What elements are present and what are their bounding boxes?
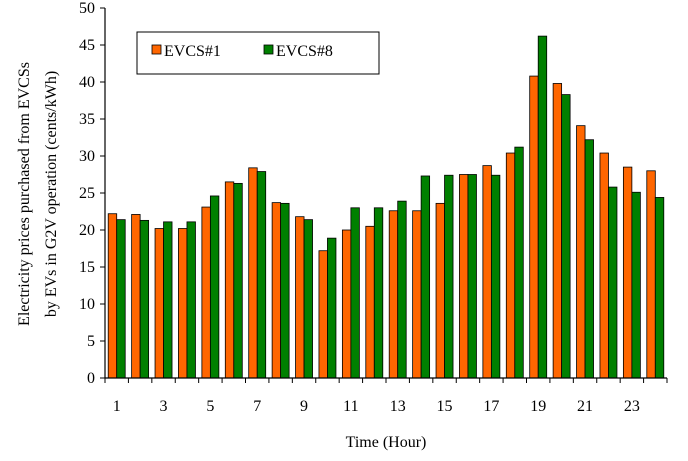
bar-evcs8-hour-7 — [257, 172, 266, 378]
y-tick-label: 50 — [79, 0, 95, 17]
bar-evcs1-hour-1 — [108, 214, 117, 378]
y-tick-label: 15 — [79, 259, 95, 276]
bar-evcs1-hour-2 — [132, 214, 141, 378]
x-tick-label: 11 — [343, 398, 358, 415]
bar-evcs1-hour-20 — [553, 83, 562, 378]
bar-evcs1-hour-11 — [342, 230, 351, 378]
bar-evcs8-hour-20 — [562, 95, 571, 378]
bar-evcs1-hour-6 — [225, 182, 234, 378]
legend: EVCS#1 EVCS#8 — [137, 32, 379, 74]
bar-evcs8-hour-2 — [140, 220, 149, 378]
bar-evcs8-hour-24 — [655, 197, 664, 378]
y-tick-label: 20 — [79, 222, 95, 239]
bar-evcs1-hour-15 — [436, 203, 445, 378]
y-axis-title-line-2: by EVs in G2V operation (cents/kWh) — [43, 71, 60, 317]
bar-evcs1-hour-19 — [530, 76, 539, 378]
bar-evcs8-hour-16 — [468, 175, 477, 379]
y-axis-ticks: 0 5 10 15 20 25 30 35 40 45 50 — [79, 0, 105, 387]
bar-evcs1-hour-5 — [202, 207, 211, 378]
y-axis-title: Electricity prices purchased from EVCSs … — [16, 62, 60, 326]
bar-evcs1-hour-23 — [623, 167, 632, 378]
bar-evcs8-hour-14 — [421, 176, 430, 378]
bar-evcs8-hour-17 — [491, 175, 500, 378]
bar-evcs8-hour-8 — [281, 203, 290, 378]
bar-evcs1-hour-17 — [483, 166, 492, 378]
x-tick-label: 23 — [624, 398, 640, 415]
bar-evcs1-hour-16 — [459, 175, 468, 379]
x-tick-label: 21 — [577, 398, 593, 415]
y-tick-label: 25 — [79, 185, 95, 202]
bar-evcs8-hour-9 — [304, 220, 313, 378]
bar-evcs1-hour-22 — [600, 153, 609, 378]
y-tick-label: 10 — [79, 296, 95, 313]
bar-evcs1-hour-9 — [296, 217, 305, 378]
bar-evcs8-hour-10 — [327, 238, 336, 378]
y-tick-label: 30 — [79, 148, 95, 165]
bar-evcs8-hour-12 — [374, 208, 383, 378]
x-tick-label: 9 — [300, 398, 308, 415]
y-tick-label: 40 — [79, 74, 95, 91]
bar-evcs1-hour-12 — [366, 226, 375, 378]
bar-evcs1-hour-13 — [389, 211, 398, 378]
bar-evcs1-hour-24 — [647, 171, 656, 378]
bar-evcs1-hour-14 — [413, 211, 422, 378]
legend-swatch-evcs8 — [264, 45, 273, 54]
bar-evcs1-hour-7 — [249, 168, 257, 378]
bar-evcs8-hour-19 — [538, 36, 547, 378]
bar-evcs8-hour-1 — [117, 220, 126, 378]
y-tick-label: 45 — [79, 37, 95, 54]
y-tick-label: 35 — [79, 111, 95, 128]
bars — [108, 36, 664, 378]
y-tick-label: 0 — [87, 370, 95, 387]
bar-evcs8-hour-3 — [164, 222, 173, 378]
bar-evcs8-hour-21 — [585, 140, 594, 378]
bar-evcs8-hour-18 — [515, 147, 524, 378]
x-tick-label: 13 — [390, 398, 406, 415]
bar-evcs1-hour-3 — [155, 229, 164, 378]
x-tick-label: 17 — [483, 398, 499, 415]
x-tick-label: 3 — [160, 398, 168, 415]
x-tick-label: 15 — [437, 398, 453, 415]
x-tick-label: 19 — [530, 398, 546, 415]
x-axis-ticks: 1 3 5 7 9 11 13 15 17 19 21 23 — [105, 378, 667, 415]
bar-evcs1-hour-18 — [506, 153, 514, 378]
x-tick-label: 1 — [113, 398, 121, 415]
bar-evcs8-hour-5 — [210, 196, 219, 378]
bar-evcs8-hour-15 — [445, 175, 454, 378]
x-tick-label: 5 — [206, 398, 214, 415]
bar-evcs1-hour-4 — [178, 229, 187, 378]
bar-evcs8-hour-11 — [351, 208, 360, 378]
legend-swatch-evcs1 — [152, 45, 161, 54]
x-axis-title: Time (Hour) — [346, 434, 427, 451]
bar-evcs8-hour-22 — [608, 187, 617, 378]
y-tick-label: 5 — [87, 333, 95, 350]
bar-evcs1-hour-8 — [272, 203, 281, 378]
bar-evcs8-hour-4 — [187, 222, 196, 378]
bar-evcs1-hour-21 — [577, 126, 586, 378]
y-axis-title-line-1: Electricity prices purchased from EVCSs — [16, 62, 33, 326]
legend-label-evcs1: EVCS#1 — [164, 43, 221, 60]
legend-label-evcs8: EVCS#8 — [276, 43, 333, 60]
bar-evcs8-hour-6 — [234, 183, 243, 378]
bar-evcs1-hour-10 — [319, 251, 328, 378]
bar-evcs8-hour-23 — [632, 192, 641, 378]
bar-evcs8-hour-13 — [398, 201, 407, 378]
x-tick-label: 7 — [253, 398, 261, 415]
